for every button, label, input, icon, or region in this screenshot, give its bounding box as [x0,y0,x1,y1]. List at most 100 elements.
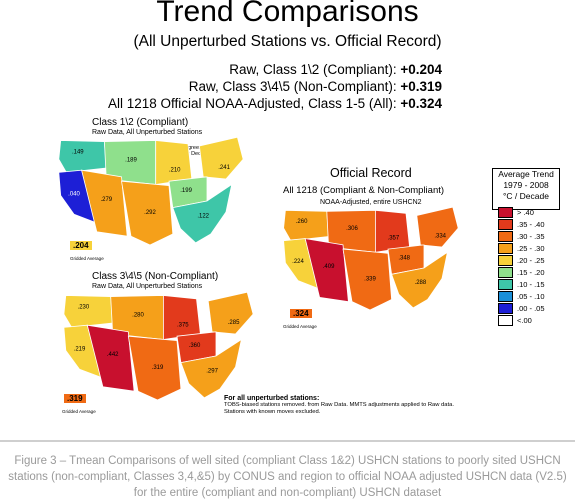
legend-label: .15 - .20 [517,268,545,277]
legend-label: <.00 [517,316,532,325]
legend-item: .10 - .15 [498,279,558,290]
notes-heading: For all unperturbed stations: [224,395,320,402]
map-region [283,238,321,290]
legend-item: .05 - .10 [498,291,558,302]
legend-item: .35 - .40 [498,219,558,230]
notes-line-2: Stations with known moves excluded. [224,409,321,415]
divider [0,440,575,442]
legend-item: .15 - .20 [498,267,558,278]
summary-compliant: Raw, Class 1\2 (Compliant): +0.204 [229,62,442,77]
map-region [58,140,107,173]
map-region [63,295,114,328]
map-region [58,169,98,224]
region-value-label: .122 [197,214,209,220]
region-value-label: .199 [180,188,192,194]
region-value-label: .279 [100,197,112,203]
legend-swatch [498,219,513,230]
region-value-label: .285 [228,320,240,326]
legend-label: .25 - .30 [517,244,545,253]
legend-label: .05 - .10 [517,292,545,301]
legend-label: .35 - .40 [517,220,545,229]
region-value-label: .241 [218,165,230,171]
legend-swatch [498,279,513,290]
compliant-map-title: Class 1\2 (Compliant) [92,117,189,128]
map-region [121,180,174,246]
legend-title-line-1: Average Trend [498,169,554,179]
map-region [391,251,448,309]
noncompliant-map: .230 .280 .375 .285 .219 .442 .319 .360 .297 [63,291,254,401]
map-region [283,209,330,242]
compliant-map: .149 .189 .210 .241 .040 .279 .292 .199 .122 [58,136,244,246]
slide: Trend Comparisons (All Unperturbed Stati… [58,0,560,416]
legend-label: .00 - .05 [517,304,545,313]
noncompliant-average: .319 [64,394,86,403]
region-value-label: .292 [144,210,156,216]
region-value-label: .348 [398,256,410,262]
legend-label: .20 - .25 [517,256,545,265]
official-average: .324 [290,309,312,318]
map-region [172,183,233,244]
map-region [416,206,459,248]
legend-swatch [498,303,513,314]
map-region [207,291,254,335]
region-value-label: .334 [434,234,446,240]
legend-swatch [498,207,513,218]
noncompliant-average-caption: Gridded Average [62,409,96,414]
region-value-label: .306 [346,226,358,232]
compliant-map-subtitle: Raw Data, All Unperturbed Stations [92,129,203,136]
region-value-label: .149 [72,150,84,156]
map-region [127,335,182,401]
legend-label: .30 - .35 [517,232,545,241]
region-value-label: .040 [68,192,80,198]
legend-title-line-3: °C / Decade [503,191,549,201]
legend-item: .25 - .30 [498,243,558,254]
map-region [375,209,411,253]
official-map-subtitle: All 1218 (Compliant & Non-Compliant) [283,185,445,196]
official-average-caption: Gridded Average [283,324,317,329]
noncompliant-map-subtitle: Raw Data, All Unperturbed Stations [92,283,203,290]
figure-caption: Figure 3 – Tmean Comparisons of well sit… [8,455,567,499]
region-value-label: .219 [74,347,86,353]
legend-swatch [498,315,513,326]
region-value-label: .230 [78,305,90,311]
map-region [198,136,244,180]
region-value-label: .224 [292,259,304,265]
official-map-title: Official Record [330,166,412,180]
region-value-label: .357 [388,236,400,242]
region-value-label: .297 [206,369,218,375]
legend-item: .30 - .35 [498,231,558,242]
region-value-label: .319 [152,365,164,371]
legend-label: > .40 [517,208,534,217]
region-value-label: .375 [177,322,189,328]
noncompliant-map-title: Class 3\4\5 (Non-Compliant) [92,271,219,282]
region-value-label: .210 [169,167,181,173]
map-region [304,238,349,303]
legend-label: .10 - .15 [517,280,545,289]
legend-box: Average Trend 1979 - 2008 °C / Decade [492,168,560,210]
legend-swatch [498,243,513,254]
map-region [163,295,201,340]
notes-line-1: TOBS-biased stations removed. from Raw D… [224,402,454,408]
legend-swatch [498,255,513,266]
region-value-label: .189 [125,157,137,163]
compliant-average: .204 [70,241,92,250]
slide-title: Trend Comparisons [156,0,419,28]
map-region [155,140,193,185]
legend-title-line-2: 1979 - 2008 [503,180,549,190]
compliant-average-caption: Gridded Average [70,256,104,261]
region-value-label: .409 [323,264,335,270]
region-value-label: .260 [296,219,308,225]
region-value-label: .442 [107,352,119,358]
legend-item: .20 - .25 [498,255,558,266]
official-map: .260 .306 .357 .334 .224 .409 .339 .348 .288 [283,206,459,311]
map-region [180,338,242,399]
region-value-label: .280 [132,312,144,318]
summary-noncompliant: Raw, Class 3\4\5 (Non-Compliant): +0.319 [188,79,442,94]
slide-subtitle: (All Unperturbed Stations vs. Official R… [133,33,442,50]
notes: For all unperturbed stations: TOBS-biase… [224,395,454,416]
official-map-subtitle-2: NOAA-Adjusted, entire USHCN2 [320,199,422,206]
legend-swatch [498,231,513,242]
legend-swatch [498,267,513,278]
legend-item: .00 - .05 [498,303,558,314]
map-region [342,248,393,311]
